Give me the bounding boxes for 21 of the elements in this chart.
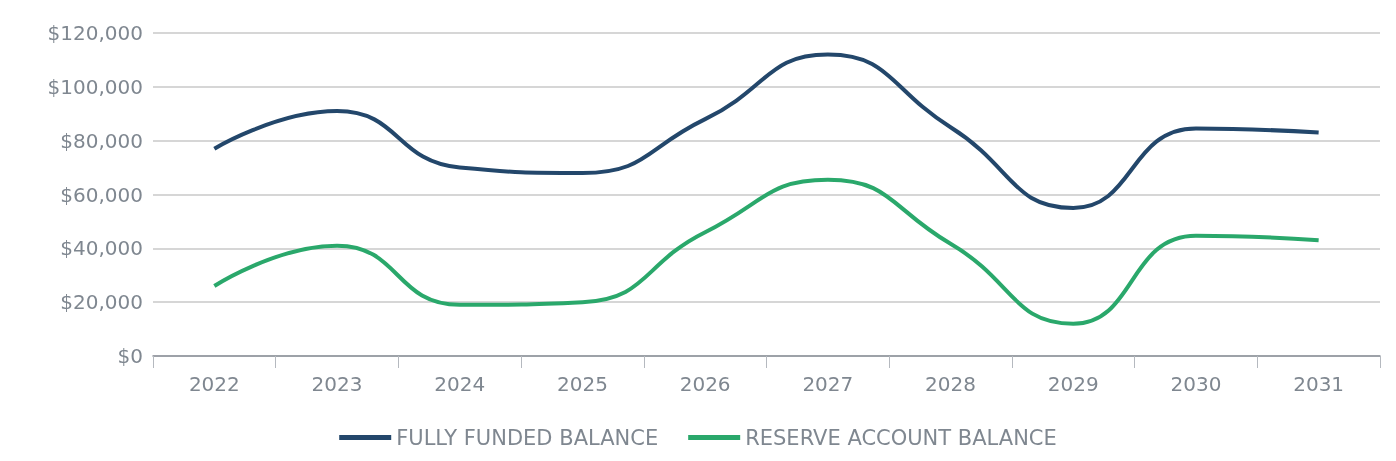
- legend-label: FULLY FUNDED BALANCE: [396, 425, 659, 450]
- legend-label: RESERVE ACCOUNT BALANCE: [745, 425, 1057, 450]
- x-tick-label: 2027: [802, 372, 854, 396]
- x-tick-label: 2031: [1293, 372, 1345, 396]
- x-tick-label: 2022: [188, 372, 240, 396]
- x-tick-label: 2025: [557, 372, 608, 396]
- y-tick-label: $40,000: [60, 236, 143, 261]
- y-tick-label: $80,000: [60, 128, 143, 153]
- y-tick-label: $0: [117, 344, 143, 368]
- x-tick-label: 2030: [1170, 372, 1222, 396]
- line-series: [212, 177, 1321, 326]
- x-tick-label: 2028: [925, 372, 976, 396]
- y-tick-label: $120,000: [47, 21, 143, 45]
- x-tick-label: 2026: [679, 372, 731, 396]
- y-tick-label: $60,000: [60, 182, 143, 207]
- y-tick-label: $100,000: [47, 74, 143, 99]
- line-series: [212, 52, 1321, 210]
- x-tick-label: 2029: [1047, 372, 1099, 396]
- y-tick-label: $20,000: [60, 290, 143, 315]
- x-tick-label: 2023: [311, 372, 363, 396]
- x-tick-label: 2024: [434, 372, 486, 396]
